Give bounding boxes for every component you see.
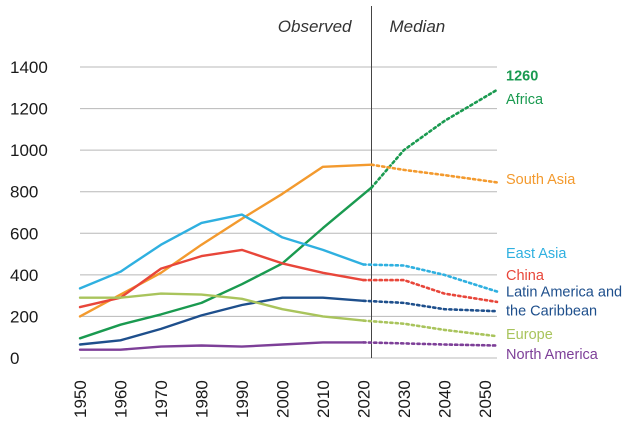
x-tick-label: 1960 [111, 380, 130, 418]
y-tick-label: 600 [10, 224, 38, 243]
y-tick-label: 1000 [10, 141, 48, 160]
series-africa-projected [370, 88, 499, 189]
series-south-asia-observed [78, 163, 373, 318]
x-tick-label: 2000 [273, 380, 292, 418]
y-tick-label: 1400 [10, 58, 48, 77]
y-tick-label: 200 [10, 307, 38, 326]
series-labels: 1260 Africa South Asia East Asia ChinaLatin … [506, 68, 622, 363]
series-china-projected [362, 278, 499, 304]
series-north-america-projected [362, 341, 499, 347]
label-highlight: 1260 [506, 68, 538, 84]
y-tick-label: 1200 [10, 100, 48, 119]
x-tick-label: 1980 [192, 380, 211, 418]
x-tick-label: 2010 [314, 380, 333, 418]
y-tick-label: 800 [10, 183, 38, 202]
label-latin-america: Latin America and [506, 284, 622, 300]
median-section-label: Median [389, 17, 445, 36]
series-lines [78, 88, 499, 351]
series-china-observed [78, 248, 365, 309]
label-south-asia: South Asia [506, 172, 576, 188]
label-east-asia: East Asia [506, 246, 567, 262]
label-north-america: North America [506, 347, 599, 363]
series-south-asia-projected [370, 163, 499, 184]
x-tick-label: 1970 [152, 380, 171, 418]
grid-lines [80, 66, 497, 359]
x-tick-label: 2050 [476, 380, 495, 418]
label-china: China [506, 268, 545, 284]
series-europe-projected [362, 319, 499, 338]
y-tick-label: 0 [10, 349, 19, 368]
series-latin-america-and-the-caribbean-observed [78, 296, 365, 346]
observed-section-label: Observed [278, 17, 352, 36]
x-tick-label: 2020 [354, 380, 373, 418]
x-tick-label: 1990 [233, 380, 252, 418]
series-europe-observed [78, 292, 365, 322]
y-axis-ticks: 0 200 400 600 800 1000 1200 1400 [10, 58, 48, 368]
series-east-asia-projected [362, 263, 499, 293]
series-africa-observed [78, 186, 373, 340]
section-labels: Observed Median [278, 6, 445, 358]
series-east-asia-observed [78, 213, 365, 290]
y-tick-label: 400 [10, 266, 38, 285]
series-north-america-observed [78, 341, 365, 351]
label-europe: Europe [506, 327, 553, 343]
x-tick-label: 2030 [395, 380, 414, 418]
label-latin-america: the Caribbean [506, 303, 597, 319]
x-tick-label: 2040 [435, 380, 454, 418]
label-africa: Africa [506, 92, 544, 108]
x-axis-ticks: 1950 1960 1970 1980 1990 2000 2010 2020 2030 2040… [71, 380, 495, 418]
x-tick-label: 1950 [71, 380, 90, 418]
series-latin-america-and-the-caribbean-projected [362, 299, 499, 313]
